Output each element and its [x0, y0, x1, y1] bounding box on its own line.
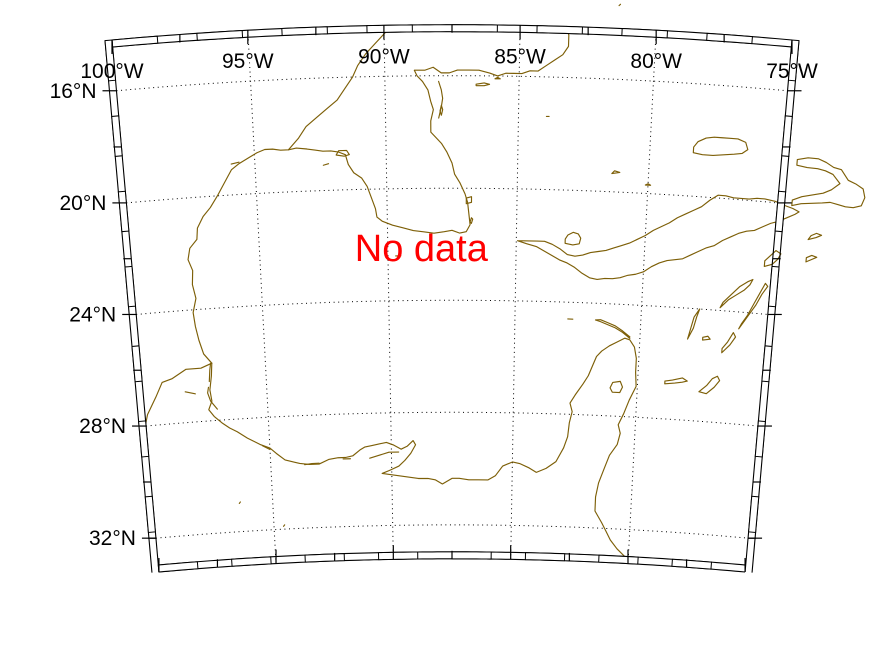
coastline-segment-36 — [230, 161, 240, 165]
frame-right-band — [754, 420, 766, 458]
frame-left-band — [144, 495, 156, 533]
frame-bottom-band — [366, 24, 413, 34]
lon-tick-label: 95°W — [222, 50, 274, 73]
coastline-segment-7 — [791, 157, 866, 209]
frame-top-band — [598, 554, 639, 565]
coastline-segment-20 — [208, 362, 212, 383]
gridline-lon — [627, 30, 657, 564]
coastline-segment-37 — [322, 163, 330, 166]
coastline-segment-19 — [609, 380, 624, 394]
coastline-segment-32 — [304, 462, 320, 466]
coastline-segment-6 — [692, 136, 749, 157]
frame-bottom-band — [536, 25, 583, 35]
frame-bottom-band — [706, 32, 753, 45]
coastline-segment-43 — [618, 3, 622, 7]
frame-top-band — [157, 561, 199, 573]
graticule-grid — [116, 25, 788, 564]
annotation-layer: No data — [355, 228, 489, 270]
coastline-segment-23 — [335, 149, 350, 157]
tick-label-layer: 16°N 20°N 24°N 28°N 32°N 100°W 95°W 90°W 85°W 80°… — [50, 45, 818, 550]
coastline-segment-26 — [475, 82, 491, 87]
lon-tick-label: 85°W — [494, 45, 546, 68]
gridline-lat — [146, 411, 758, 427]
coastline-segment-41 — [282, 524, 286, 527]
frame-right-band — [748, 495, 760, 533]
frame-bottom-band — [196, 30, 244, 41]
coastline-segment-14 — [719, 278, 754, 309]
coastline-segment-8 — [664, 377, 688, 385]
frame-left-band — [124, 265, 137, 308]
frame-right-band — [781, 115, 793, 157]
lat-tick-label: 28°N — [79, 415, 126, 438]
frame-right-band — [774, 190, 787, 233]
lat-tick-label: 24°N — [69, 304, 116, 327]
frame-top-band — [304, 553, 345, 563]
coastline-layer — [145, 3, 866, 565]
frame-top-band — [671, 558, 713, 570]
frame-right-band — [767, 265, 780, 308]
coastline-segment-21 — [207, 386, 218, 410]
coastline-segment-25 — [469, 217, 474, 224]
coastline-segment-4 — [517, 194, 800, 281]
frame-top-band — [451, 551, 492, 560]
coastline-segment-17 — [805, 254, 818, 263]
frame-right-band — [787, 39, 800, 82]
frame-top-band — [231, 556, 272, 567]
gridline-lat — [136, 299, 768, 315]
lon-tick-label: 90°W — [358, 45, 410, 68]
gridline-lon — [247, 30, 277, 564]
lon-tick-label: 100°W — [80, 60, 143, 83]
frame-right-band — [761, 345, 773, 383]
coastline-segment-16 — [807, 232, 823, 241]
no-data-annotation: No data — [355, 228, 489, 270]
coastline-segment-34 — [261, 445, 271, 451]
coastline-segment-11 — [702, 335, 711, 341]
frame-bottom-band — [281, 26, 328, 37]
coastline-segment-10 — [686, 308, 701, 340]
coastline-segment-3 — [287, 27, 390, 151]
gridline-lat — [116, 75, 788, 92]
coastline-segment-13 — [738, 282, 769, 330]
frame-left-band — [138, 420, 150, 458]
gridline-lat — [155, 524, 749, 539]
frame-left-band — [117, 190, 130, 233]
gridline-lon — [510, 25, 521, 560]
frame-top-band — [377, 551, 419, 561]
lon-tick-label: 75°W — [766, 60, 818, 83]
coastline-segment-1 — [187, 25, 570, 364]
frame-top-band — [524, 552, 566, 562]
coastline-segment-0 — [208, 337, 637, 565]
gridline-lat — [126, 187, 778, 204]
lon-tick-label: 80°W — [630, 50, 682, 73]
coastline-segment-2 — [145, 362, 213, 424]
frame-left-band — [104, 39, 117, 82]
coastline-segment-18 — [594, 319, 631, 339]
frame-left-band — [131, 345, 143, 383]
coastline-segment-27 — [494, 76, 501, 80]
coastline-segment-12 — [721, 332, 737, 354]
lat-tick-label: 20°N — [59, 192, 106, 215]
frame-bottom-band — [451, 24, 498, 33]
lat-tick-label: 32°N — [89, 527, 136, 550]
coastline-segment-9 — [698, 375, 721, 395]
coastline-segment-15 — [763, 250, 782, 267]
coastline-segment-5 — [564, 231, 582, 246]
coastline-segment-28 — [611, 170, 621, 175]
lat-tick-label: 16°N — [50, 80, 97, 103]
frame-left-band — [111, 115, 123, 157]
coastline-segment-40 — [238, 501, 241, 505]
coastline-segment-31 — [439, 104, 444, 116]
coastline-segment-35 — [184, 391, 196, 395]
coastline-segment-29 — [644, 183, 652, 186]
coastline-segment-22 — [369, 451, 400, 459]
coastline-segment-24 — [465, 196, 473, 205]
gridline-lon — [383, 25, 394, 560]
map-frame — [102, 24, 802, 573]
frame-bottom-band — [111, 35, 159, 48]
